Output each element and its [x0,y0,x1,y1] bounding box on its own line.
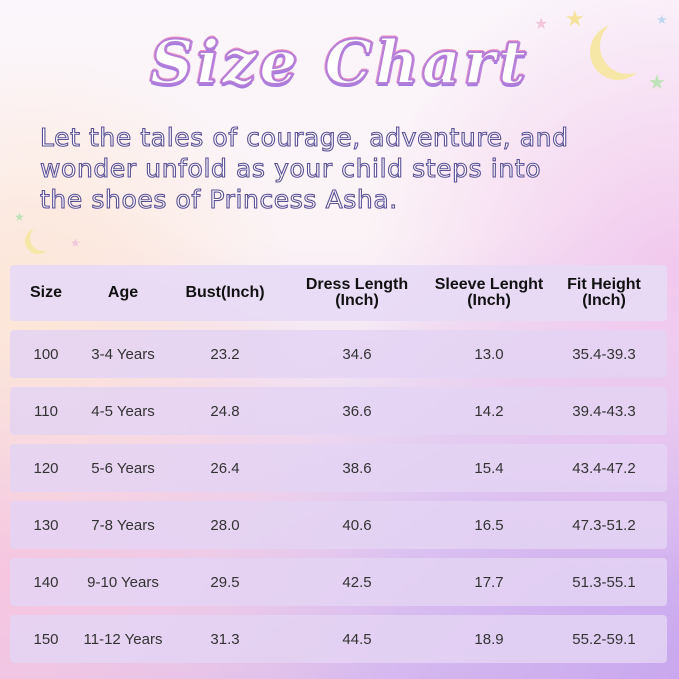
subtitle-line: Let the tales of courage, adventure, and [39,122,569,152]
table-cell: 13.0 [474,345,504,363]
column-header: Age [108,285,138,301]
table-cell: 7-8 Years [91,516,155,534]
table-cell: 24.8 [210,402,240,420]
header-label: Bust(Inch) [185,284,265,301]
header-unit: (Inch) [335,292,379,309]
header-label: Age [107,284,139,301]
table-cell: 28.0 [210,516,240,534]
column-header: Sleeve Lenght (Inch) [435,277,543,309]
header-label: Dress Length [305,276,409,293]
header-label: Size [29,284,63,301]
table-row: 140 9-10 Years 29.5 42.5 17.7 51.3-55.1 [10,558,667,606]
table-row: 100 3-4 Years 23.2 34.6 13.0 35.4-39.3 [10,330,667,378]
star-icon: ★ [565,6,585,31]
star-icon: ★ [534,16,549,33]
table-cell: 100 [33,345,59,363]
table-cell: 17.7 [474,573,504,591]
table-cell: 9-10 Years [87,573,159,591]
table-cell: 35.4-39.3 [572,345,636,363]
table-cell: 16.5 [474,516,504,534]
table-row: 150 11-12 Years 31.3 44.5 18.9 55.2-59.1 [10,615,667,663]
table-cell: 130 [33,516,59,534]
subtitle-line: wonder unfold as your child steps into [39,153,542,183]
table-cell: 15.4 [474,459,504,477]
moon-decoration-bottom [30,225,56,251]
header-unit: (Inch) [582,292,626,309]
table-cell: 150 [33,630,59,648]
table-row: 110 4-5 Years 24.8 36.6 14.2 39.4-43.3 [10,387,667,435]
table-cell: 44.5 [342,630,372,648]
table-cell: 120 [33,459,59,477]
table-cell: 3-4 Years [91,345,155,363]
table-cell: 43.4-47.2 [572,459,636,477]
table-cell: 4-5 Years [91,402,155,420]
table-cell: 29.5 [210,573,240,591]
table-cell: 36.6 [342,402,372,420]
subtitle-line: the shoes of Princess Asha. [39,184,398,214]
table-cell: 34.6 [342,345,372,363]
column-header: Dress Length (Inch) [306,277,408,309]
column-header: Fit Height (Inch) [567,277,641,309]
star-icon: ★ [14,210,25,224]
header-unit: (Inch) [467,292,511,309]
column-header: Size [30,285,62,301]
table-cell: 5-6 Years [91,459,155,477]
table-cell: 11-12 Years [83,630,163,648]
star-icon: ★ [70,236,81,250]
table-cell: 110 [34,402,58,420]
star-icon: ★ [656,12,668,27]
table-cell: 18.9 [474,630,504,648]
table-row: 120 5-6 Years 26.4 38.6 15.4 43.4-47.2 [10,444,667,492]
table-cell: 42.5 [342,573,372,591]
subtitle: Let the tales of courage, adventure, and… [39,122,660,215]
table-cell: 23.2 [210,345,240,363]
table-header-row: Size Age Bust(Inch) Dress Length (Inch) Sleev… [10,265,667,321]
column-header: Bust(Inch) [185,285,264,301]
table-cell: 47.3-51.2 [572,516,636,534]
table-cell: 51.3-55.1 [572,573,636,591]
table-cell: 39.4-43.3 [572,402,636,420]
table-cell: 26.4 [210,459,240,477]
header-label: Fit Height [567,276,641,293]
table-cell: 55.2-59.1 [572,630,636,648]
table-cell: 31.3 [210,630,240,648]
star-icon: ★ [648,72,666,94]
table-cell: 14.2 [474,402,504,420]
table-cell: 40.6 [342,516,372,534]
table-row: 130 7-8 Years 28.0 40.6 16.5 47.3-51.2 [10,501,667,549]
page-title: Size Chart [149,27,529,99]
header-label: Sleeve Lenght [434,276,544,293]
table-cell: 38.6 [342,459,372,477]
table-cell: 140 [33,573,59,591]
